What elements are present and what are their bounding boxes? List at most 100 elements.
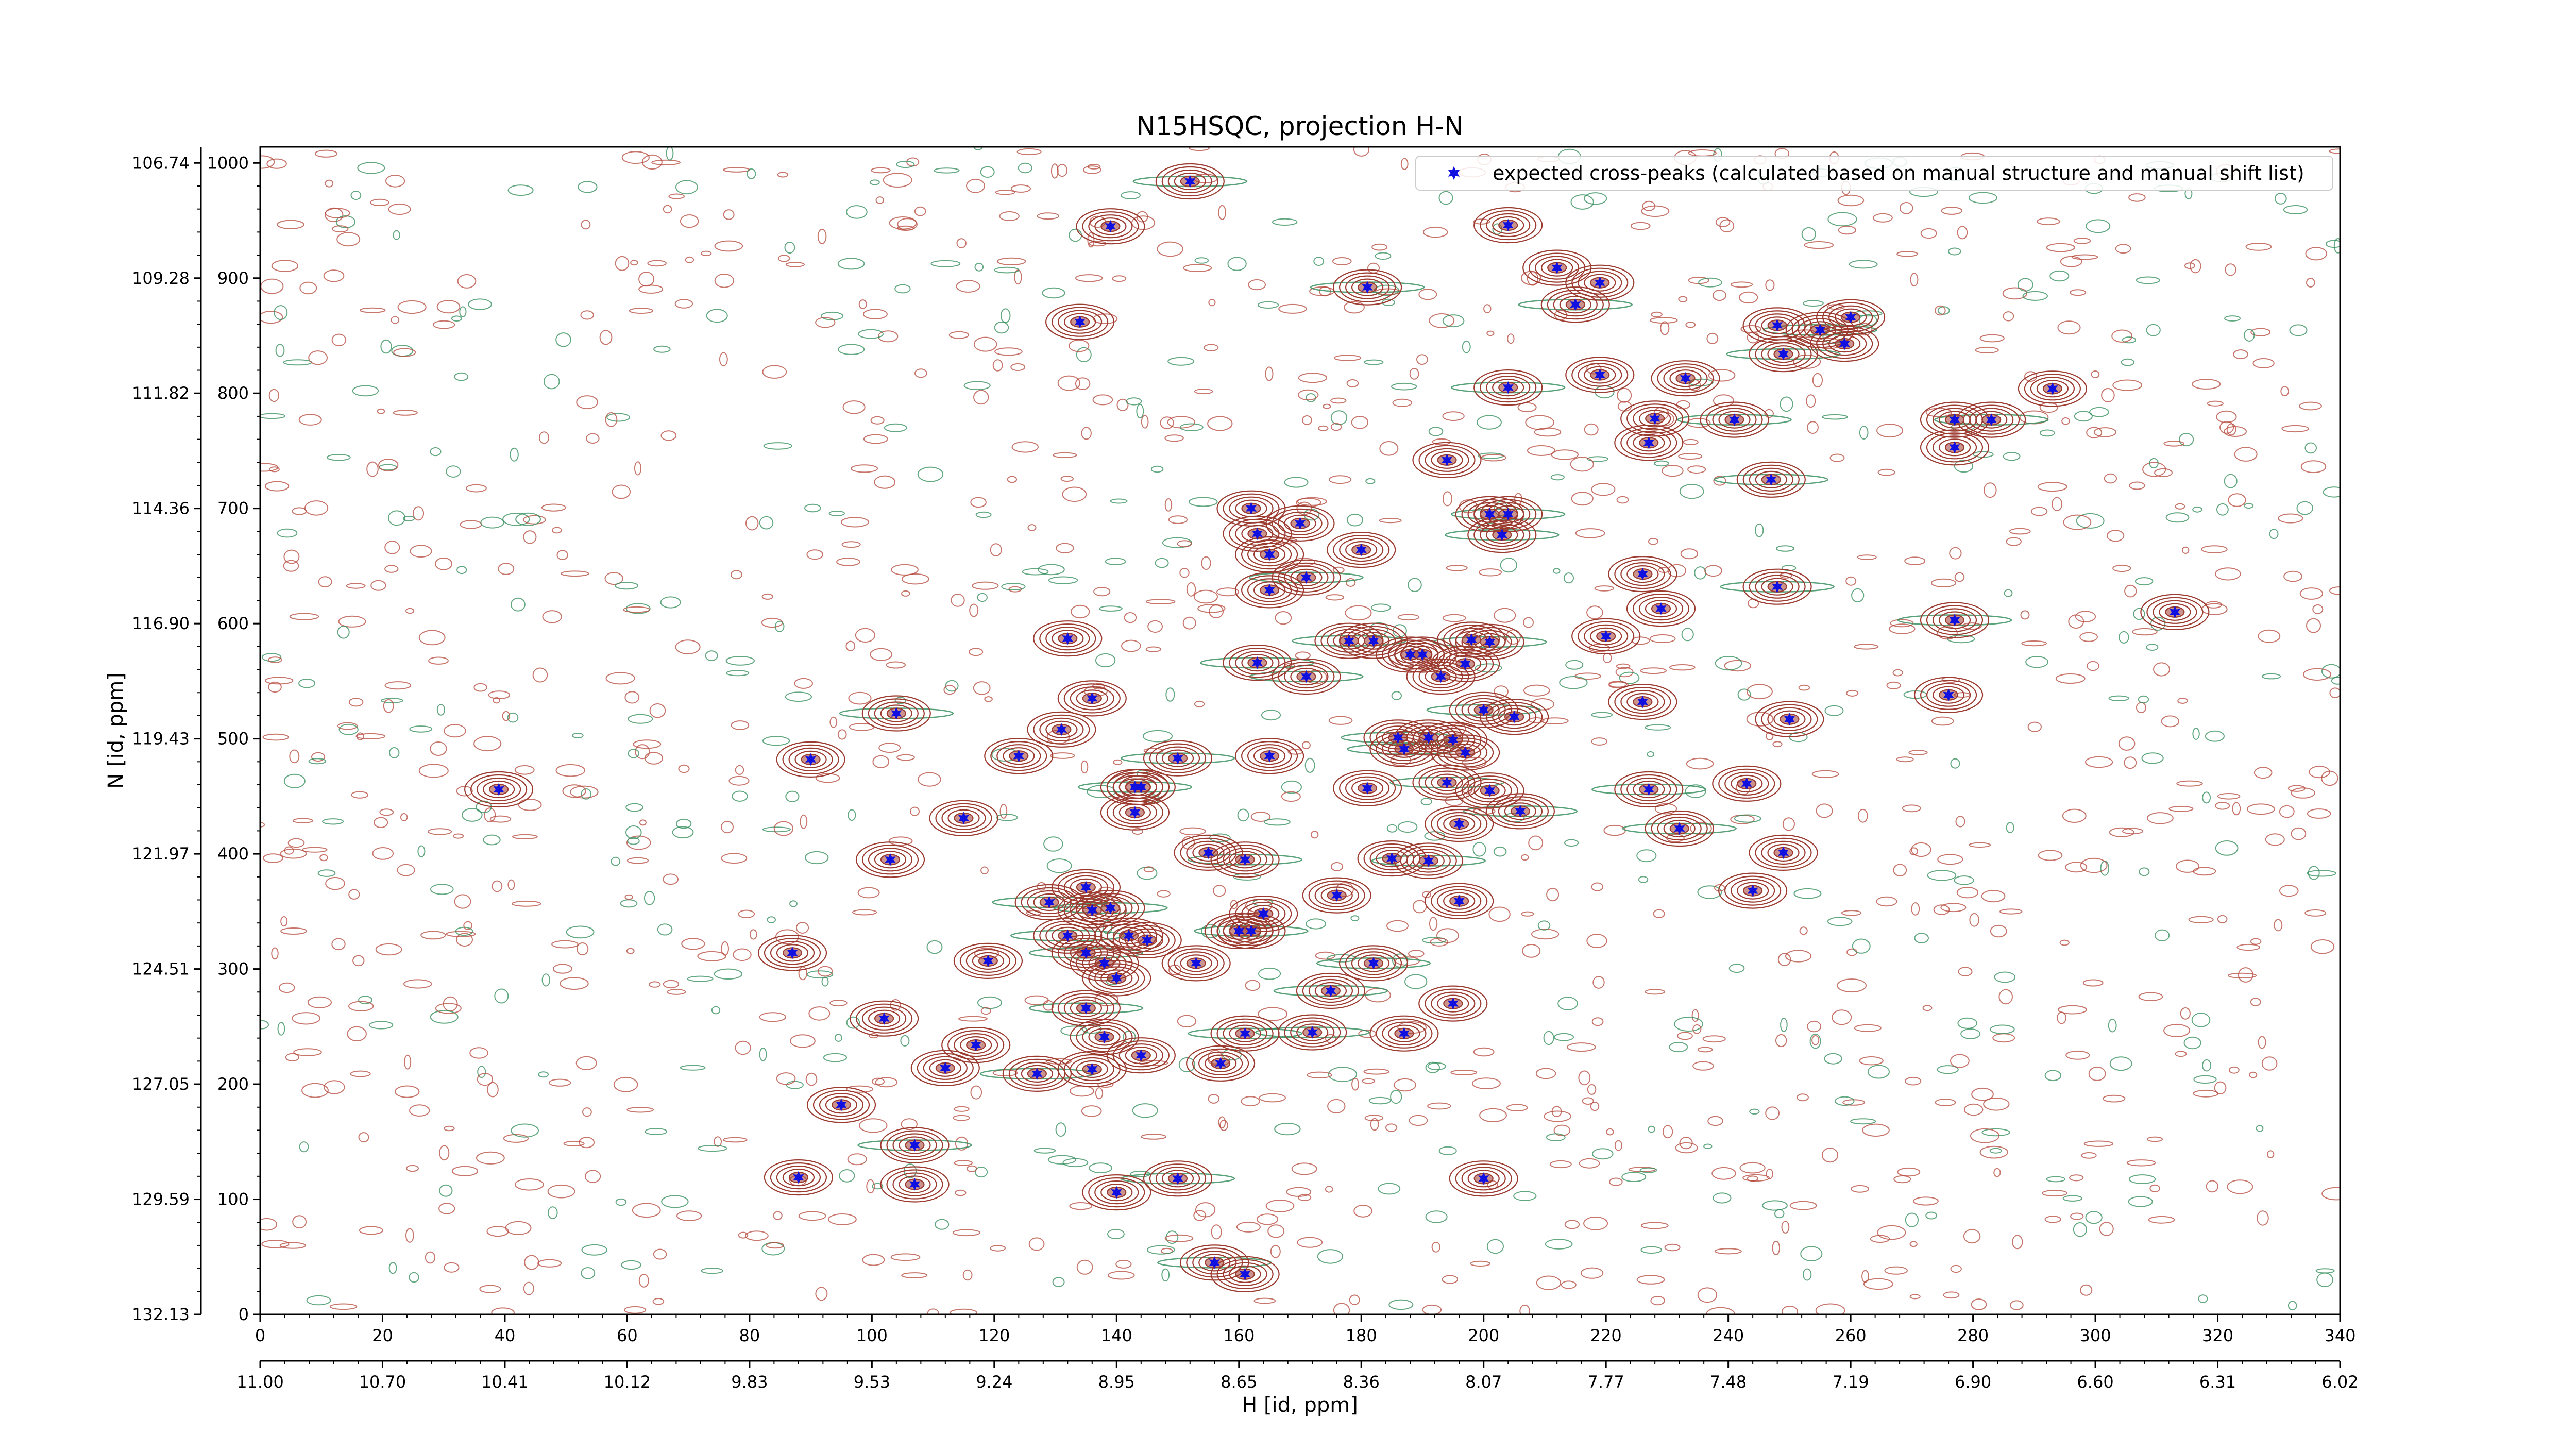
- cross-peak-marker: [1215, 1057, 1226, 1070]
- peak-contour: [861, 845, 919, 875]
- noise-contour: [1970, 1128, 1999, 1143]
- peak-contour: [1180, 954, 1212, 972]
- noise-contour: [1911, 842, 1931, 857]
- noise-contour: [2315, 1268, 2335, 1274]
- peak-contour: [1614, 559, 1671, 589]
- legend-star-marker: [1448, 166, 1460, 180]
- noise-contour: [731, 570, 742, 580]
- peak-contour: [1210, 841, 1280, 878]
- noise-contour: [1124, 612, 1137, 623]
- noise-contour: [280, 927, 307, 935]
- noise-contour: [2229, 1066, 2240, 1074]
- noise-contour: [406, 1165, 419, 1172]
- noise-contour: [476, 1151, 505, 1165]
- noise-contour: [586, 433, 600, 444]
- cross-peak-marker: [1423, 731, 1434, 744]
- noise-contour: [1636, 1275, 1665, 1285]
- noise-contour: [2091, 370, 2100, 378]
- noise-contour: [2258, 1036, 2266, 1049]
- noise-contour: [1956, 887, 1978, 899]
- peak-contour: [1425, 448, 1469, 472]
- noise-contour: [1349, 1294, 1360, 1305]
- noise-contour: [375, 943, 402, 956]
- noise-contour: [1164, 1234, 1194, 1242]
- noise-contour: [1427, 1062, 1446, 1071]
- peak-contour: [1437, 994, 1469, 1013]
- cross-peak-marker: [787, 947, 798, 959]
- noise-contour: [1018, 162, 1032, 174]
- noise-contour: [1043, 1000, 1054, 1011]
- noise-contour: [346, 583, 366, 589]
- cross-peak-marker: [1435, 670, 1447, 683]
- peak-contour: [1118, 925, 1176, 955]
- peak-contour: [1063, 875, 1108, 900]
- peak-contour: [1761, 704, 1818, 734]
- peak-contour: [1449, 744, 1482, 762]
- peak-contour: [776, 1166, 821, 1190]
- noise-contour: [1409, 368, 1419, 380]
- peak-contour: [1492, 705, 1537, 729]
- peak-contour: [1076, 208, 1145, 245]
- noise-contour: [1647, 751, 1655, 757]
- peak-contour: [1443, 892, 1476, 910]
- noise-contour: [454, 894, 471, 909]
- noise-contour: [2124, 584, 2137, 598]
- noise-contour: [1177, 1015, 1197, 1028]
- noise-contour: [2202, 791, 2211, 804]
- noise-contour: [384, 565, 399, 573]
- noise-contour: [2233, 349, 2248, 360]
- noise-contour: [2093, 427, 2116, 437]
- noise-contour: [1955, 816, 1965, 828]
- cross-peak-marker: [1240, 853, 1251, 866]
- peak-contour: [1155, 1167, 1200, 1191]
- peak-contour: [1076, 1022, 1133, 1052]
- noise-contour: [283, 549, 300, 564]
- noise-contour: [511, 597, 526, 612]
- noise-contour: [581, 788, 591, 800]
- cross-peak-marker: [1362, 782, 1373, 795]
- peak-contour: [1100, 794, 1170, 831]
- noise-contour: [1896, 756, 1914, 763]
- noise-contour: [1275, 611, 1292, 625]
- noise-contour: [1076, 1259, 1093, 1275]
- cross-peak-marker: [1417, 648, 1428, 661]
- noise-contour: [1432, 438, 1451, 446]
- noise-contour: [2267, 1150, 2275, 1158]
- noise-contour: [2044, 1070, 2062, 1082]
- noise-contour: [1007, 476, 1018, 483]
- noise-contour: [308, 758, 327, 765]
- noise-contour: [1675, 1142, 1698, 1154]
- peak-contour: [476, 777, 521, 802]
- noise-contour: [358, 996, 372, 1004]
- noise-contour: [875, 1077, 898, 1088]
- noise-contour: [1095, 653, 1116, 668]
- cross-peak-marker: [1294, 517, 1306, 530]
- peak-contour: [1088, 954, 1121, 972]
- noise-contour: [1669, 1042, 1688, 1053]
- peak-contour: [1333, 534, 1390, 565]
- noise-contour: [1069, 1202, 1093, 1210]
- noise-contour: [523, 1281, 534, 1295]
- noise-contour: [1301, 741, 1311, 749]
- noise-contour: [1344, 301, 1365, 314]
- noise-contour: [975, 511, 992, 518]
- noise-contour: [1241, 1096, 1260, 1107]
- noise-contour: [2099, 1222, 2114, 1236]
- noise-contour: [2128, 193, 2146, 202]
- noise-contour: [491, 1307, 515, 1314]
- peak-contour: [1088, 1028, 1121, 1046]
- cross-peak-marker: [1325, 984, 1336, 998]
- noise-contour: [318, 576, 332, 588]
- peak-contour: [1938, 438, 1971, 457]
- noise-contour: [576, 395, 598, 410]
- peak-contour: [1485, 793, 1555, 830]
- noise-contour: [348, 889, 360, 900]
- noise-contour: [1553, 1033, 1574, 1041]
- peak-contour: [1742, 464, 1800, 495]
- noise-contour: [1886, 681, 1901, 689]
- noise-contour: [1311, 831, 1319, 839]
- peak-contour: [1639, 410, 1671, 428]
- cross-peak-marker: [1447, 733, 1459, 747]
- noise-contour: [1304, 757, 1315, 773]
- noise-contour: [973, 681, 991, 695]
